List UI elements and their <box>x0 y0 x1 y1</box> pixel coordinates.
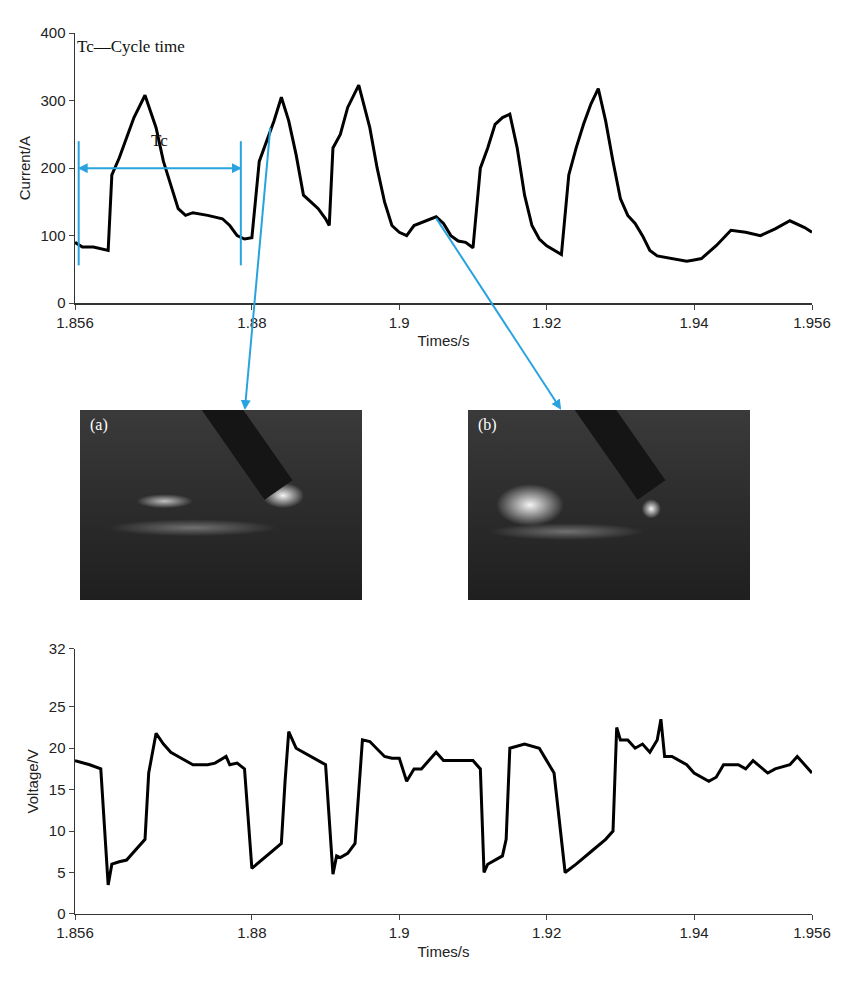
svg-text:300: 300 <box>40 92 65 109</box>
svg-text:10: 10 <box>49 822 66 839</box>
svg-text:Times/s: Times/s <box>418 943 470 960</box>
svg-text:0: 0 <box>57 294 65 311</box>
html-text:(b): (b) <box>478 416 497 433</box>
svg-text:1.856: 1.856 <box>56 924 94 941</box>
svg-text:Voltage/V: Voltage/V <box>24 749 41 813</box>
svg-text:400: 400 <box>40 24 65 41</box>
svg-text:20: 20 <box>49 739 66 756</box>
svg-text:Tc: Tc <box>151 131 168 150</box>
svg-text:1.94: 1.94 <box>679 314 708 331</box>
svg-text:1.9: 1.9 <box>389 924 410 941</box>
svg-text:5: 5 <box>57 864 65 881</box>
svg-text:1.92: 1.92 <box>532 924 561 941</box>
svg-text:Times/s: Times/s <box>418 332 470 349</box>
svg-text:200: 200 <box>40 159 65 176</box>
svg-text:1.856: 1.856 <box>56 314 94 331</box>
html-text:(a): (a) <box>90 416 108 433</box>
svg-text:Current/A: Current/A <box>16 136 33 200</box>
svg-text:15: 15 <box>49 781 66 798</box>
svg-text:1.92: 1.92 <box>532 314 561 331</box>
svg-text:32: 32 <box>49 640 66 657</box>
svg-text:25: 25 <box>49 698 66 715</box>
svg-text:1.956: 1.956 <box>793 314 831 331</box>
svg-text:100: 100 <box>40 227 65 244</box>
svg-text:1.94: 1.94 <box>679 924 708 941</box>
svg-text:Tc—Cycle time: Tc—Cycle time <box>77 37 185 56</box>
svg-text:1.956: 1.956 <box>793 924 831 941</box>
svg-text:0: 0 <box>57 905 65 922</box>
svg-text:1.88: 1.88 <box>237 924 266 941</box>
svg-text:1.88: 1.88 <box>237 314 266 331</box>
svg-text:1.9: 1.9 <box>389 314 410 331</box>
